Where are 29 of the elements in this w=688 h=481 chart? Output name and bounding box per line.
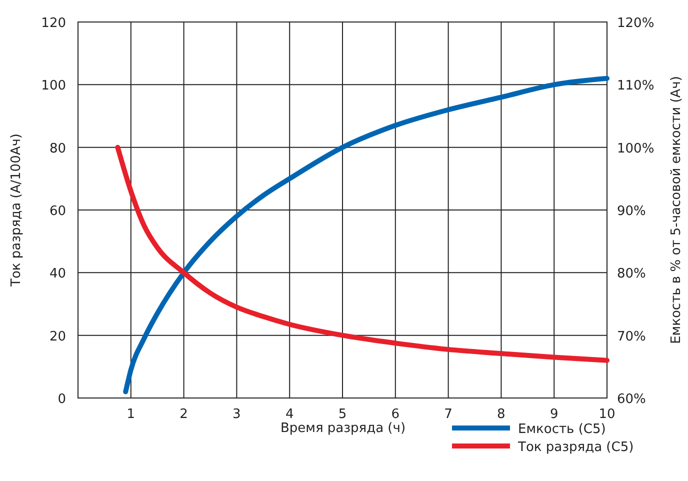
x-axis-title: Время разряда (ч): [280, 421, 406, 436]
y2-axis-title: Емкость в % от 5-часовой емкости (Ач): [669, 76, 684, 344]
y-tick-label: 20: [49, 329, 66, 344]
y-tick-label: 100: [41, 78, 66, 94]
y-tick-label: 40: [49, 266, 66, 282]
y2-tick-label: 70%: [617, 329, 646, 344]
x-tick-label: 10: [598, 407, 616, 422]
y2-tick-label: 90%: [617, 204, 646, 219]
legend-label: Ток разряда (С5): [517, 440, 634, 455]
y-tick-label: 0: [58, 392, 66, 407]
x-tick-label: 6: [391, 407, 400, 422]
y2-tick-label: 100%: [617, 141, 654, 156]
legend-label: Емкость (С5): [518, 422, 606, 437]
x-tick-label: 5: [338, 407, 347, 422]
y2-tick-label: 120%: [617, 16, 654, 31]
y-axis-title: Ток разряда (А/100Ач): [9, 134, 24, 288]
y2-tick-label: 60%: [617, 392, 646, 407]
x-tick-label: 8: [497, 407, 506, 422]
y2-tick-label: 80%: [617, 266, 646, 282]
x-tick-label: 9: [550, 407, 558, 422]
y-tick-label: 120: [41, 16, 66, 31]
y-tick-label: 60: [49, 204, 66, 219]
y-tick-label: 80: [49, 141, 66, 156]
x-tick-label: 7: [444, 407, 452, 422]
x-tick-label: 1: [126, 407, 136, 422]
x-tick-label: 3: [232, 407, 241, 422]
x-tick-label: 4: [285, 407, 294, 422]
x-tick-label: 2: [180, 407, 188, 422]
y2-tick-label: 110%: [617, 78, 654, 94]
